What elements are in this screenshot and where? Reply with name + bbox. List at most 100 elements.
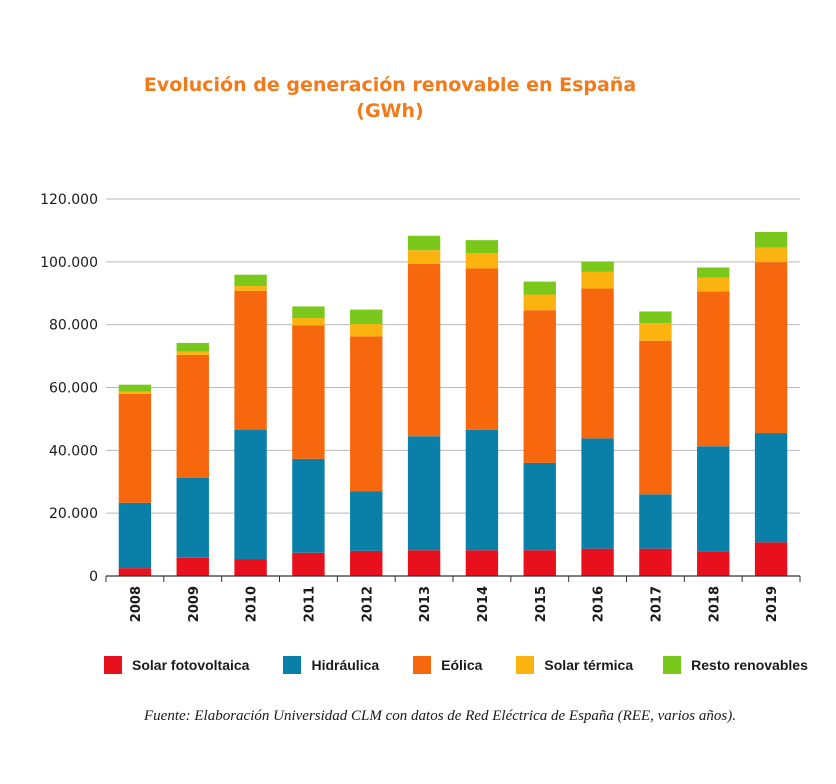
chart-legend: Solar fotovoltaica Hidráulica Eólica Solar … <box>104 656 808 674</box>
bar-resto-renovables-2017 <box>639 311 672 324</box>
bar-solar-fotovoltaica-2010 <box>234 559 267 576</box>
bar-hidraulica-2009 <box>176 477 209 558</box>
bar-resto-renovables-2012 <box>350 309 383 325</box>
bar-resto-renovables-2009 <box>176 342 209 352</box>
bar-hidraulica-2012 <box>350 491 383 551</box>
x-tick-label: 2016 <box>592 586 607 622</box>
bar-hidraulica-2016 <box>581 438 614 549</box>
bar-hidraulica-2015 <box>523 462 556 551</box>
bar-solar-fotovoltaica-2012 <box>350 550 383 576</box>
y-tick-label: 0 <box>89 569 98 585</box>
legend-label: Eólica <box>441 657 483 673</box>
legend-label: Solar fotovoltaica <box>132 657 250 673</box>
legend-swatch <box>283 656 302 674</box>
legend-label: Solar térmica <box>544 657 634 673</box>
source-note: Fuente: Elaboración Universidad CLM con … <box>144 708 736 724</box>
chart-title-line1: Evolución de generación renovable en Esp… <box>143 74 637 96</box>
bar-solar-termica-2013 <box>407 250 441 265</box>
bar-solar-termica-2009 <box>176 351 209 355</box>
chart-title: Evolución de generación renovable en Esp… <box>0 72 780 124</box>
bar-resto-renovables-2019 <box>754 231 788 248</box>
bar-solar-fotovoltaica-2009 <box>176 557 209 576</box>
bar-hidraulica-2014 <box>465 429 499 551</box>
bar-solar-fotovoltaica-2013 <box>407 550 441 576</box>
bar-eolica-2014 <box>465 268 499 430</box>
x-tick-label: 2018 <box>707 586 722 622</box>
bar-solar-fotovoltaica-2015 <box>523 550 556 576</box>
bar-solar-fotovoltaica-2018 <box>697 551 730 576</box>
y-tick-label: 20.000 <box>49 506 98 522</box>
bar-eolica-2019 <box>754 262 788 434</box>
bar-solar-termica-2011 <box>292 318 325 326</box>
legend-item-solar-fotovoltaica: Solar fotovoltaica <box>104 656 249 674</box>
y-tick-label: 80.000 <box>49 318 98 334</box>
bar-eolica-2008 <box>118 393 152 503</box>
legend-item-eolica: Eólica <box>413 656 482 674</box>
bar-solar-fotovoltaica-2017 <box>639 548 672 576</box>
bar-eolica-2011 <box>292 325 325 459</box>
bar-eolica-2009 <box>176 354 209 478</box>
bar-solar-fotovoltaica-2019 <box>754 542 788 576</box>
bar-eolica-2010 <box>234 290 267 430</box>
bar-hidraulica-2018 <box>697 446 730 552</box>
bar-hidraulica-2011 <box>292 458 325 553</box>
legend-label: Resto renovables <box>691 657 808 673</box>
y-tick-label: 60.000 <box>49 381 98 397</box>
bar-hidraulica-2017 <box>639 494 672 549</box>
x-tick-label: 2012 <box>360 586 375 622</box>
bar-solar-termica-2010 <box>234 286 267 291</box>
legend-label: Hidráulica <box>311 657 380 673</box>
bar-hidraulica-2010 <box>234 429 267 560</box>
legend-item-hidraulica: Hidráulica <box>283 656 379 674</box>
x-tick-label: 2019 <box>765 586 780 622</box>
bar-solar-fotovoltaica-2014 <box>465 550 499 576</box>
legend-swatch <box>104 656 122 674</box>
bar-solar-fotovoltaica-2016 <box>581 548 614 576</box>
bar-solar-termica-2012 <box>350 324 383 337</box>
bar-eolica-2016 <box>581 288 614 439</box>
x-tick-label: 2008 <box>129 586 144 622</box>
bar-resto-renovables-2018 <box>697 267 730 278</box>
legend-item-solar-termica: Solar térmica <box>516 656 633 674</box>
y-tick-label: 40.000 <box>49 443 98 459</box>
bar-hidraulica-2008 <box>118 502 152 569</box>
bar-solar-termica-2014 <box>465 253 499 269</box>
bar-resto-renovables-2008 <box>118 384 152 392</box>
bar-resto-renovables-2014 <box>465 240 499 254</box>
bar-hidraulica-2019 <box>754 433 788 543</box>
bar-solar-termica-2008 <box>118 391 152 394</box>
legend-swatch <box>516 656 535 674</box>
bar-resto-renovables-2010 <box>234 274 267 287</box>
bar-resto-renovables-2011 <box>292 306 325 319</box>
bar-solar-termica-2016 <box>581 271 614 289</box>
bar-hidraulica-2013 <box>407 436 441 551</box>
x-tick-label: 2010 <box>245 586 260 622</box>
x-tick-label: 2011 <box>302 586 317 622</box>
bar-solar-termica-2017 <box>639 323 672 341</box>
bar-solar-termica-2019 <box>754 247 788 263</box>
bar-eolica-2015 <box>523 310 556 463</box>
chart-title-line2: (GWh) <box>356 100 424 122</box>
y-tick-label: 100.000 <box>40 255 98 271</box>
bar-eolica-2012 <box>350 336 383 492</box>
x-tick-label: 2017 <box>649 586 664 622</box>
x-tick-label: 2014 <box>476 586 491 622</box>
bar-solar-fotovoltaica-2008 <box>118 568 152 576</box>
bar-solar-termica-2018 <box>697 277 730 292</box>
x-tick-label: 2009 <box>187 586 202 622</box>
legend-item-resto-renovables: Resto renovables <box>663 656 808 674</box>
bar-eolica-2018 <box>697 291 730 447</box>
y-tick-label: 120.000 <box>40 192 98 208</box>
bar-resto-renovables-2013 <box>407 235 441 251</box>
legend-swatch <box>663 656 682 674</box>
x-tick-label: 2013 <box>418 586 433 622</box>
bar-eolica-2017 <box>639 340 672 495</box>
bar-eolica-2013 <box>407 264 441 437</box>
bar-resto-renovables-2015 <box>523 281 556 295</box>
legend-swatch <box>413 656 432 674</box>
bar-solar-fotovoltaica-2011 <box>292 552 325 576</box>
bar-resto-renovables-2016 <box>581 261 614 272</box>
bar-solar-termica-2015 <box>523 294 556 311</box>
x-tick-label: 2015 <box>534 586 549 622</box>
